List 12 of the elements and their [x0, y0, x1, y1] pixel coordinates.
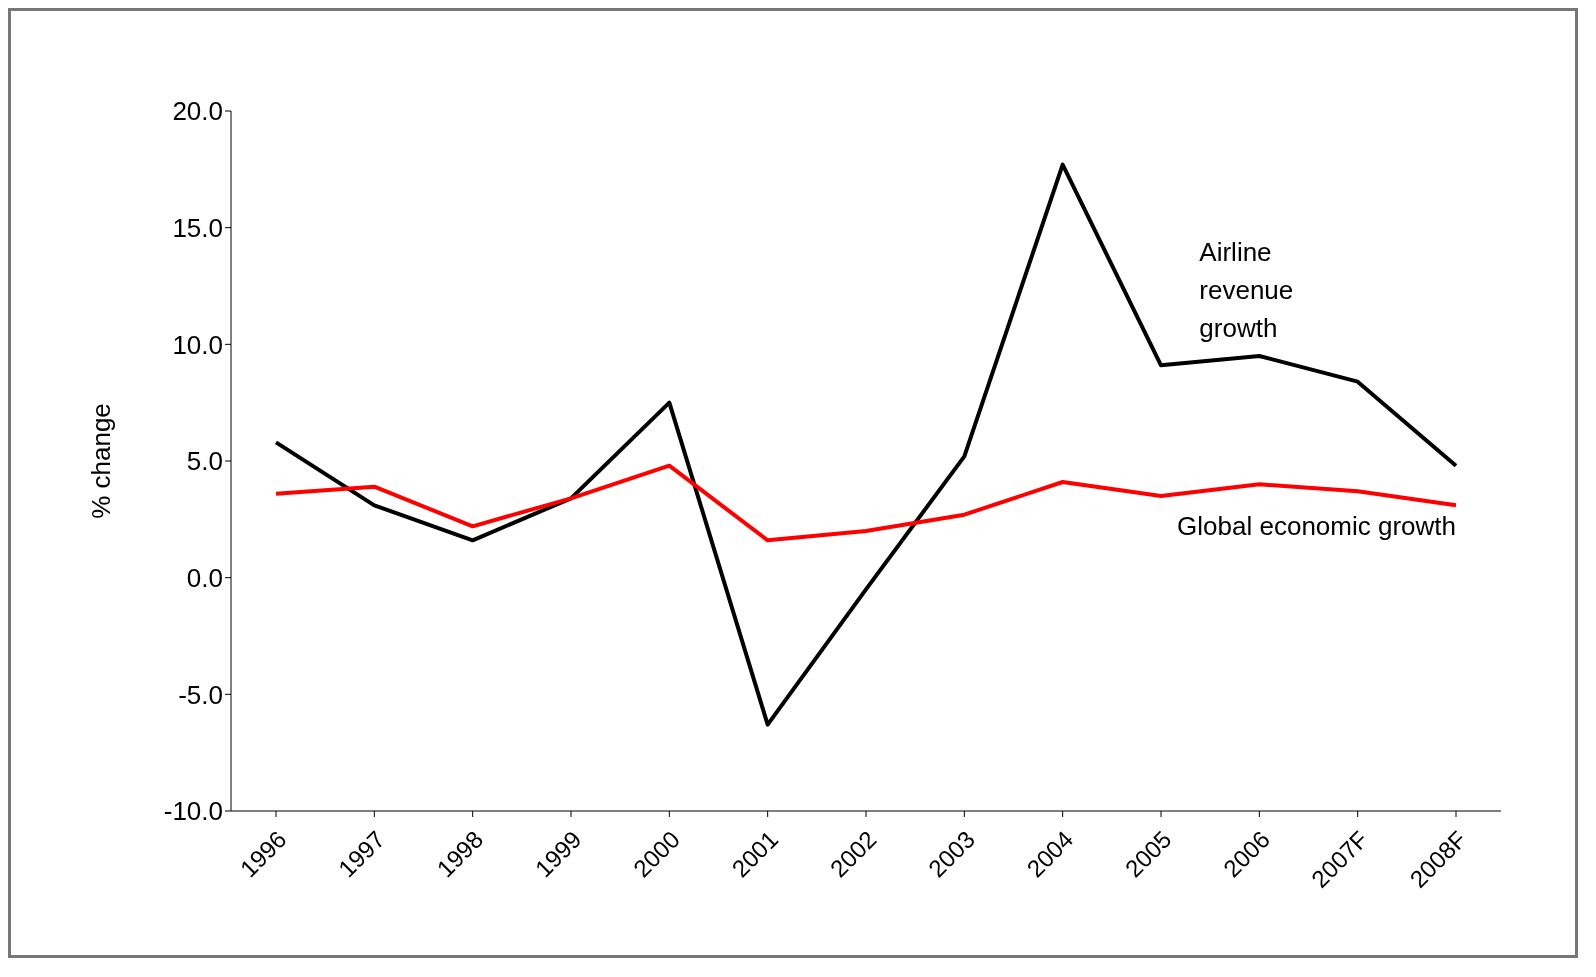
- series-label: Airline revenue growth: [1199, 237, 1294, 343]
- y-tick-label: 10.0: [172, 329, 223, 360]
- y-tick-label: 0.0: [186, 562, 223, 593]
- y-tick-label: 15.0: [172, 212, 223, 243]
- y-tick-label: 5.0: [186, 446, 223, 477]
- line-series: [274, 162, 1458, 727]
- y-axis-title: % change: [86, 403, 117, 519]
- series-label: Global economic growth: [1177, 511, 1456, 542]
- y-tick-label: -10.0: [163, 796, 223, 827]
- y-tick-label: 20.0: [172, 96, 223, 127]
- y-tick-label: -5.0: [178, 679, 223, 710]
- line-series: [274, 463, 1458, 543]
